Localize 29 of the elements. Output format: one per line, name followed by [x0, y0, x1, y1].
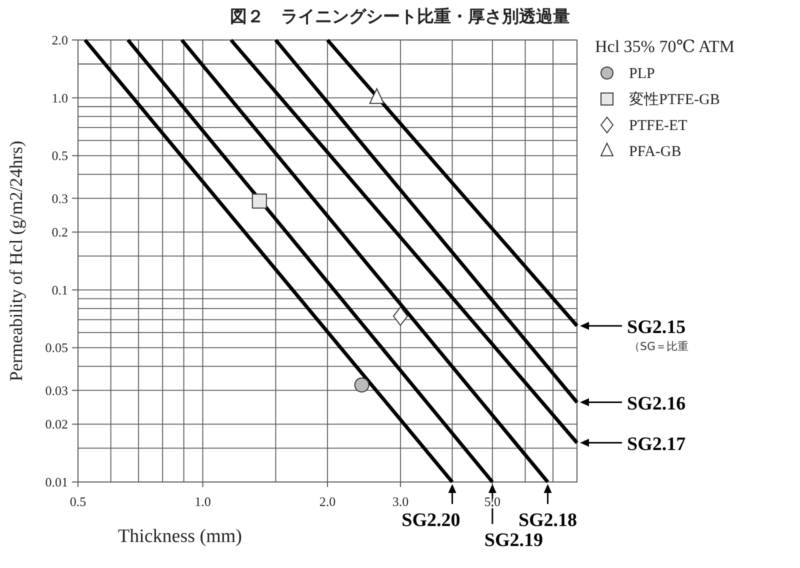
x-axis-title: Thickness (mm) — [118, 526, 242, 547]
series-label: SG2.20 — [402, 510, 460, 531]
y-tick-label: 0.2 — [52, 224, 68, 240]
y-tick-label: 0.03 — [45, 382, 68, 398]
x-tick-label: 3.0 — [392, 494, 409, 509]
x-tick-label: 0.5 — [70, 494, 86, 509]
text: （SG＝比重 — [629, 340, 689, 353]
y-axis-title: Permeability of Hcl (g/m2/24hrs) — [6, 140, 26, 382]
y-tick-label: 0.01 — [45, 474, 68, 490]
text: SG2.19 — [484, 530, 544, 551]
legend-label: PFA-GB — [629, 144, 682, 160]
legend-label: PLP — [629, 66, 655, 82]
y-tick-label: 1.0 — [52, 90, 68, 106]
legend-label: SG2.18 — [518, 510, 578, 531]
y-tick-label: 0.5 — [52, 148, 68, 164]
x-tick-label: 2.0 — [319, 494, 336, 509]
y-tick-label: 0.3 — [52, 190, 68, 206]
legend-title: Hcl 35% 70℃ ATM — [595, 37, 734, 56]
y-tick-label: 0.02 — [45, 416, 68, 432]
legend-label: SG2.15 — [627, 316, 686, 338]
legend-label: 変性PTFE-GB — [629, 91, 720, 108]
legend-label: SG2.17 — [627, 434, 686, 455]
y-tick-label: 0.05 — [45, 340, 68, 356]
legend-label: PTFE-ET — [629, 118, 688, 134]
chart-title: 図２ ライニングシート比重・厚さ別透過量 — [230, 7, 570, 27]
y-tick-label: 0.1 — [52, 282, 68, 298]
y-tick-label: 2.0 — [52, 32, 68, 48]
legend-label: SG2.16 — [627, 393, 686, 414]
x-tick-label: 1.0 — [194, 494, 211, 509]
